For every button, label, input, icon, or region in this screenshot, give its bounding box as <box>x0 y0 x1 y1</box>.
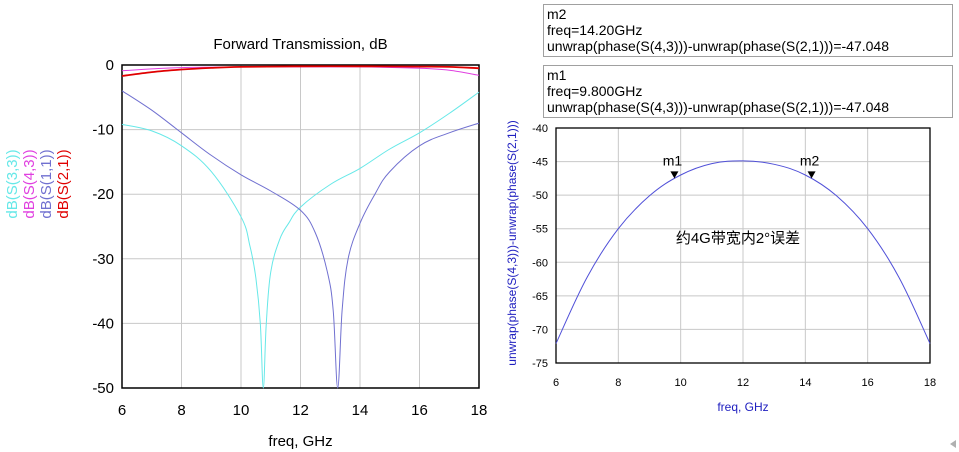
x-tick-label: 6 <box>118 402 126 419</box>
marker-name: m1 <box>547 67 567 83</box>
x-tick-label: 10 <box>675 377 687 389</box>
annotation-text: 约4G带宽内2°误差 <box>676 230 800 247</box>
plot-frame <box>555 127 931 364</box>
y-tick-label: -60 <box>532 257 548 269</box>
marker-triangle <box>670 171 679 179</box>
y-tick-label: -55 <box>532 224 548 236</box>
legend-entry: dB(S(2,1)) <box>55 149 72 218</box>
x-tick-label: 8 <box>177 402 185 419</box>
marker-expression: unwrap(phase(S(4,3)))-unwrap(phase(S(2,1… <box>547 99 889 115</box>
legend-entry: dB(S(4,3)) <box>21 149 38 218</box>
x-tick-label: 14 <box>799 377 811 389</box>
plot-frame <box>121 64 480 389</box>
resize-corner-icon <box>950 440 956 448</box>
legend-entry: dB(S(3,3)) <box>4 149 21 218</box>
x-tick-label: 16 <box>411 402 428 419</box>
x-tick-label: 10 <box>233 402 250 419</box>
y-tick-label: -40 <box>532 123 548 135</box>
series-line <box>555 160 931 344</box>
y-axis-label: unwrap(phase(S(4,3)))-unwrap(phase(S(2,1… <box>505 120 519 365</box>
marker-label: m2 <box>800 152 820 168</box>
marker-name: m2 <box>547 6 567 22</box>
x-axis-label: freq, GHz <box>268 433 332 450</box>
x-tick-label: 18 <box>924 377 936 389</box>
marker-expression: unwrap(phase(S(4,3)))-unwrap(phase(S(2,1… <box>547 38 889 54</box>
x-tick-label: 14 <box>352 402 369 419</box>
series-line <box>121 90 480 389</box>
x-axis-label: freq, GHz <box>717 400 768 414</box>
marker-triangle <box>807 171 816 179</box>
y-tick-label: -20 <box>92 186 114 203</box>
y-tick-label: -75 <box>532 358 548 370</box>
x-tick-label: 8 <box>615 377 621 389</box>
y-tick-label: -40 <box>92 315 114 332</box>
y-tick-label: -65 <box>532 291 548 303</box>
marker-freq: freq=14.20GHz <box>547 22 643 38</box>
legend-entry: dB(S(1,1)) <box>38 149 55 218</box>
y-tick-label: -10 <box>92 122 114 139</box>
y-tick-label: -70 <box>532 324 548 336</box>
marker-freq: freq=9.800GHz <box>547 83 643 99</box>
y-tick-label: -50 <box>92 380 114 397</box>
marker-readout-m1: m1 freq=9.800GHz unwrap(phase(S(4,3)))-u… <box>543 65 953 118</box>
x-tick-label: 12 <box>737 377 749 389</box>
y-tick-label: -30 <box>92 251 114 268</box>
y-tick-label: -50 <box>532 190 548 202</box>
x-tick-label: 12 <box>292 402 309 419</box>
x-tick-label: 18 <box>471 402 488 419</box>
marker-readout-m2: m2 freq=14.20GHz unwrap(phase(S(4,3)))-u… <box>543 4 953 57</box>
series-line <box>121 91 480 389</box>
y-tick-label: -45 <box>532 157 548 169</box>
x-tick-label: 16 <box>862 377 874 389</box>
series-line <box>121 65 480 77</box>
marker-label: m1 <box>663 152 683 168</box>
x-tick-label: 6 <box>553 377 559 389</box>
chart-title: Forward Transmission, dB <box>213 36 387 53</box>
y-tick-label: 0 <box>106 57 114 74</box>
